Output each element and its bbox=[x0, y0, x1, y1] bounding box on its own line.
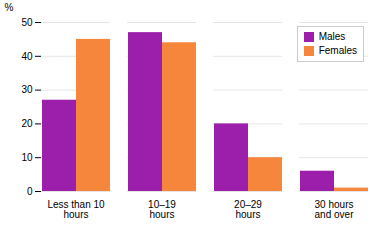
svg-text:50: 50 bbox=[21, 17, 33, 28]
svg-text:20: 20 bbox=[21, 118, 33, 129]
svg-text:10: 10 bbox=[21, 152, 33, 163]
svg-text:0: 0 bbox=[27, 186, 33, 197]
svg-text:30: 30 bbox=[21, 84, 33, 95]
html-text:Males: Males bbox=[318, 31, 346, 42]
html-text:Females: Females bbox=[318, 45, 357, 56]
svg-text:30 hoursand over: 30 hoursand over bbox=[315, 199, 355, 220]
svg-text:40: 40 bbox=[21, 51, 33, 62]
svg-text:20–29hours: 20–29hours bbox=[234, 199, 262, 220]
svg-text:Less than 10hours: Less than 10hours bbox=[47, 199, 105, 220]
svg-text:10–19hours: 10–19hours bbox=[148, 199, 176, 220]
svg-text:%: % bbox=[5, 2, 14, 13]
